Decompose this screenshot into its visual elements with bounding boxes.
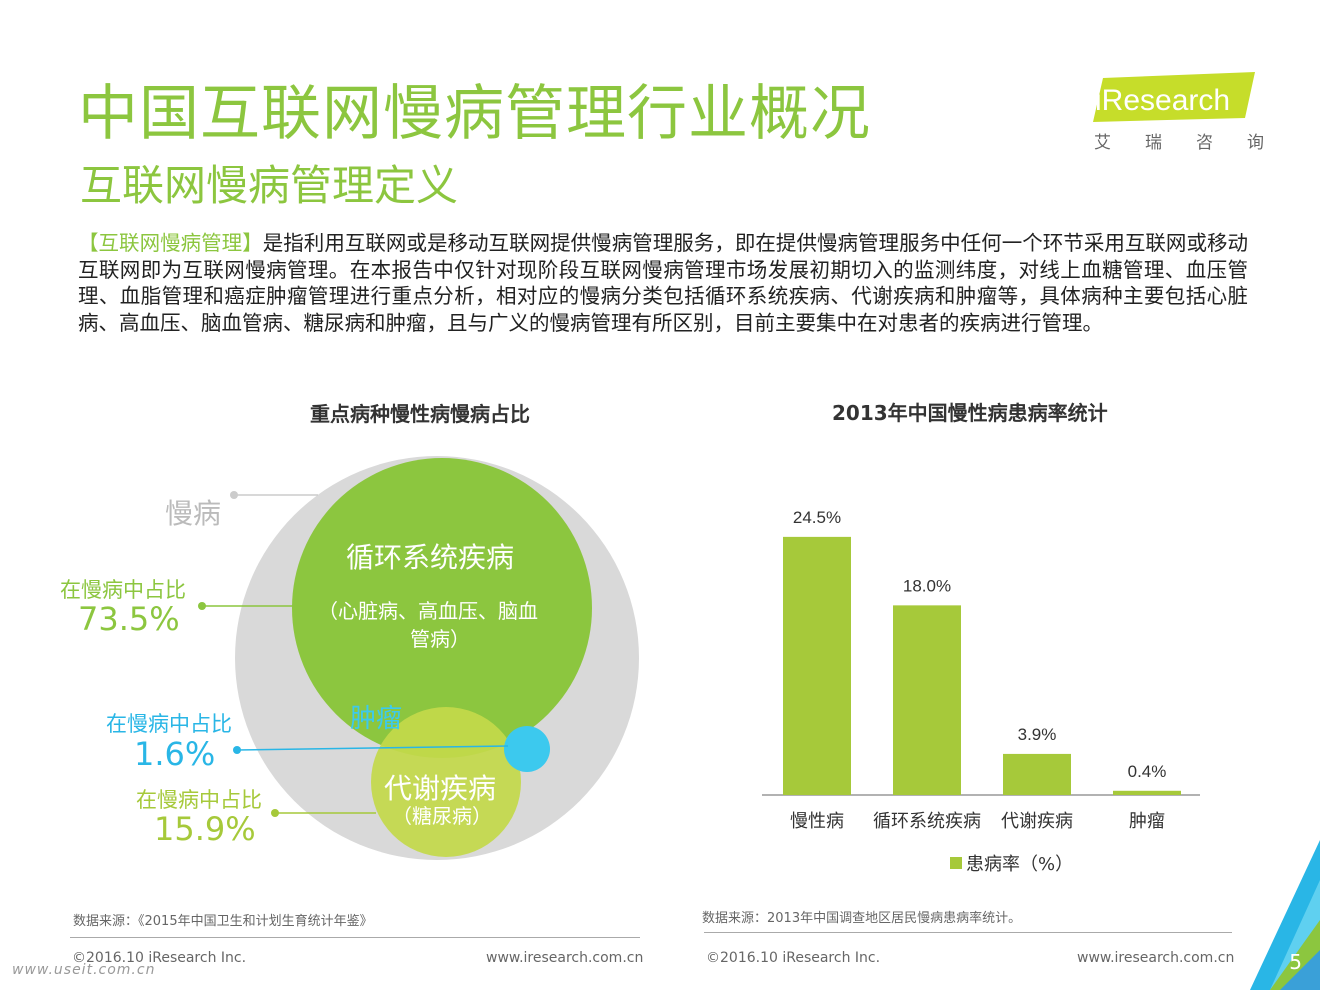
circulatory-share-label: 在慢病中占比 [60, 578, 186, 602]
iresearch-logo: iResearch [1093, 72, 1255, 122]
metabolic-detail: （糖尿病） [392, 804, 492, 828]
legend-label: 患病率（%） [966, 854, 1073, 875]
footer-copyright-right: ©2016.10 iResearch Inc. [706, 950, 881, 966]
metabolic-name: 代谢疾病 [384, 772, 497, 805]
tumor-share-value: 1.6% [134, 735, 216, 773]
footer-url-left: www.iresearch.com.cn [486, 950, 644, 966]
tumor-leader-dot [233, 746, 241, 754]
logo-cn-char: 咨 [1196, 133, 1213, 153]
definition-highlight: 【互联网慢病管理】 [78, 231, 263, 255]
logo-banner [1093, 72, 1255, 122]
logo-cn-char: 询 [1247, 133, 1264, 153]
logo-chinese-name: 艾 瑞 咨 询 [1094, 128, 1264, 153]
logo-cn-char: 艾 [1094, 133, 1111, 153]
circulatory-leader-dot [198, 602, 206, 610]
footer-url-right: www.iresearch.com.cn [1077, 950, 1235, 966]
circulatory-detail-line2: 管病） [410, 627, 470, 651]
bar [1003, 753, 1071, 795]
x-tick-label: 肿瘤 [1129, 811, 1165, 832]
venn-chart-title: 重点病种慢性病慢病占比 [310, 402, 530, 426]
metabolic-share-label: 在慢病中占比 [136, 788, 262, 812]
footer-copyright-left: ©2016.10 iResearch Inc. [72, 950, 247, 966]
venn-chart: 慢病 循环系统疾病 （心脏病、高血压、脑血 管病） 肿瘤 代谢疾病 （糖尿病） … [0, 430, 700, 880]
venn-shapes [198, 456, 639, 860]
tumor-leader-line [236, 745, 509, 751]
logo-text: iResearch [1095, 84, 1230, 117]
bar-value-label: 3.9% [1018, 725, 1057, 744]
footer-divider-left [70, 937, 640, 938]
x-tick-label: 代谢疾病 [1001, 811, 1073, 832]
tumor-name: 肿瘤 [350, 704, 403, 734]
outer-leader-dot [230, 491, 238, 499]
footer-divider-right [704, 932, 1232, 933]
bar-value-label: 18.0% [903, 576, 951, 595]
bar-chart-title: 2013年中国慢性病患病率统计 [832, 401, 1108, 425]
bar-value-label: 0.4% [1128, 762, 1167, 781]
x-tick-label: 慢性病 [790, 811, 844, 832]
page-subtitle: 互联网慢病管理定义 [80, 161, 459, 210]
page-number: 5 [1289, 950, 1302, 974]
circulatory-name: 循环系统疾病 [346, 541, 515, 574]
venn-source: 数据来源：《2015年中国卫生和计划生育统计年鉴》 [73, 914, 373, 929]
circulatory-circle [292, 458, 592, 758]
tumor-share-label: 在慢病中占比 [106, 712, 232, 736]
logo-cn-char: 瑞 [1145, 133, 1162, 153]
bar [783, 536, 851, 795]
outer-chronic-label: 慢病 [165, 497, 222, 530]
x-tick-label: 循环系统疾病 [873, 811, 981, 832]
definition-paragraph: 【互联网慢病管理】是指利用互联网或是移动互联网提供慢病管理服务，即在提供慢病管理… [78, 230, 1248, 336]
corner-decoration [1250, 840, 1320, 990]
definition-body: 是指利用互联网或是移动互联网提供慢病管理服务，即在提供慢病管理服务中任何一个环节… [78, 231, 1249, 335]
tumor-circle [504, 726, 550, 772]
metabolic-circle [371, 707, 521, 857]
legend-swatch [950, 857, 962, 869]
metabolic-share-value: 15.9% [154, 810, 256, 848]
metabolic-leader-dot [271, 809, 279, 817]
bar [893, 605, 961, 795]
watermark-text: www.useit.com.cn [12, 962, 156, 978]
bar-value-label: 24.5% [793, 508, 841, 527]
bar-source: 数据来源：2013年中国调查地区居民慢病患病率统计。 [702, 911, 1022, 926]
page-title: 中国互联网慢病管理行业概况 [78, 79, 871, 149]
bar [1113, 790, 1181, 795]
circulatory-detail-line1: （心脏病、高血压、脑血 [318, 599, 538, 623]
circulatory-share-value: 73.5% [78, 600, 180, 638]
